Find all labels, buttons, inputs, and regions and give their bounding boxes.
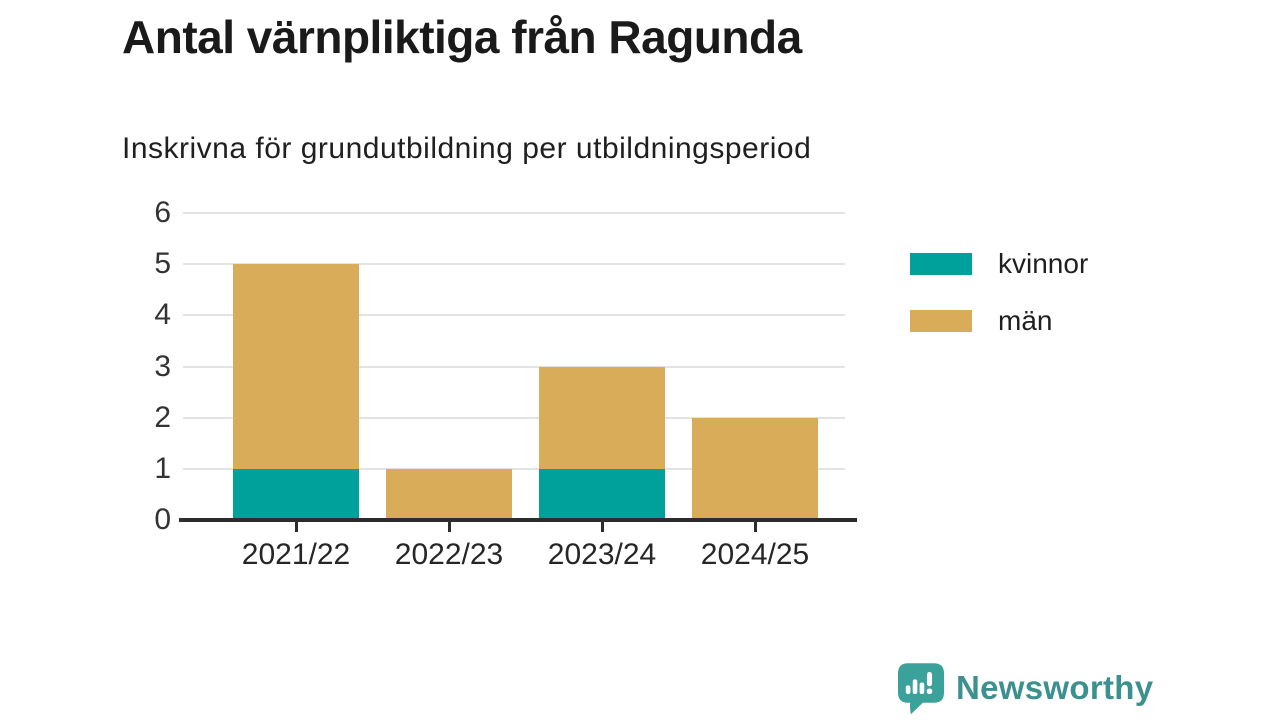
x-tick-2024/25 — [753, 522, 757, 532]
y-tick-label-4: 4 — [154, 298, 171, 332]
gridline-y1 — [183, 467, 845, 470]
x-tick-label-2024/25: 2024/25 — [700, 538, 810, 571]
y-tick-label-3: 3 — [154, 349, 171, 383]
gridline-y2 — [183, 416, 845, 419]
bar-segment-2024/25-män — [692, 417, 818, 520]
y-tick-label-6: 6 — [154, 196, 171, 229]
legend-label-kvinnor: kvinnor — [998, 248, 1089, 279]
brand-name: Newsworthy — [956, 669, 1154, 706]
gridline-y4 — [183, 314, 845, 317]
x-tick-label-2023/24: 2023/24 — [547, 538, 657, 571]
chart-subtitle: Inskrivna för grundutbildning per utbild… — [122, 132, 812, 165]
y-tick-label-1: 1 — [154, 451, 171, 485]
legend: kvinnor män — [910, 248, 1088, 362]
speech-bubble-bar-chart-icon — [898, 663, 944, 715]
bar-segment-2023/24-män — [539, 366, 665, 469]
bar-segment-2023/24-kvinnor — [539, 468, 665, 520]
x-axis-line — [179, 518, 857, 522]
y-tick-label-0: 0 — [154, 503, 171, 536]
x-tick-label-2022/23: 2022/23 — [394, 538, 504, 571]
y-tick-label-5: 5 — [154, 247, 171, 281]
legend-swatch-kvinnor — [910, 253, 972, 275]
bar-segment-2021/22-kvinnor — [233, 468, 359, 520]
gridline-y6 — [183, 212, 845, 214]
legend-item-män: män — [910, 305, 1088, 337]
legend-item-kvinnor: kvinnor — [910, 248, 1088, 280]
x-tick-2021/22 — [294, 522, 298, 532]
brand-footer: Newsworthy — [898, 663, 1153, 715]
x-tick-label-2021/22: 2021/22 — [241, 538, 351, 571]
bar-segment-2021/22-män — [233, 264, 359, 469]
plot-area: 0 1 2 3 4 5 6 2021/22 2022/23 2023/24 2024/25 — [154, 196, 857, 571]
legend-swatch-män — [910, 310, 972, 332]
y-tick-label-2: 2 — [154, 400, 171, 434]
legend-label-män: män — [998, 305, 1053, 336]
chart-title: Antal värnpliktiga från Ragunda — [122, 11, 802, 63]
bar-segment-2022/23-män — [386, 468, 512, 520]
x-tick-2022/23 — [447, 522, 451, 532]
x-tick-2023/24 — [600, 522, 604, 532]
gridline-y3 — [183, 365, 845, 368]
gridline-y5 — [183, 263, 845, 266]
